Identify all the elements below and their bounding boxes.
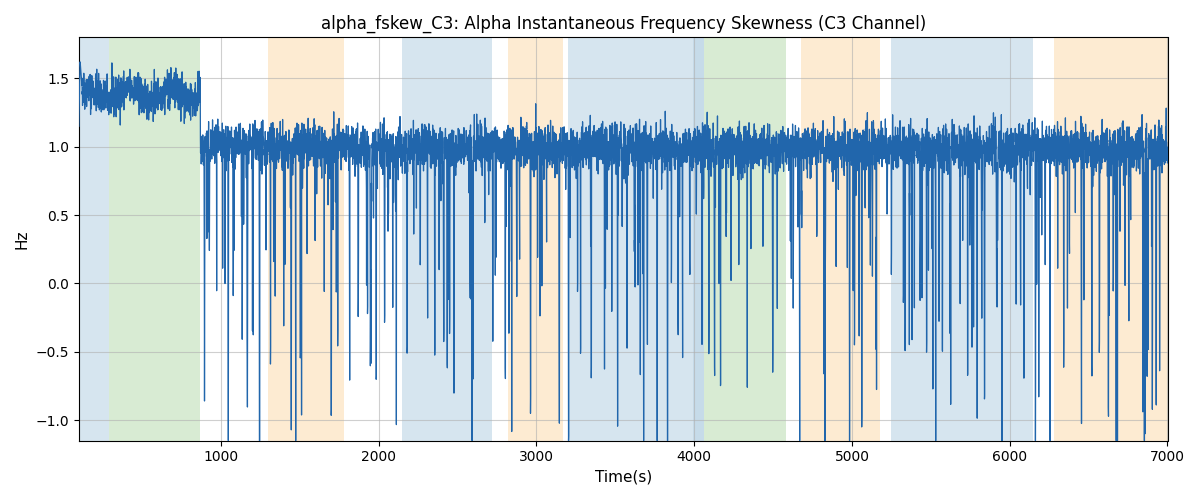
Bar <box>508 38 563 440</box>
Bar <box>692 38 703 440</box>
Bar <box>568 38 692 440</box>
Bar <box>892 38 1033 440</box>
Bar <box>79 38 109 440</box>
Bar <box>269 38 344 440</box>
Bar <box>802 38 881 440</box>
Bar <box>703 38 786 440</box>
X-axis label: Time(s): Time(s) <box>594 470 652 485</box>
Y-axis label: Hz: Hz <box>14 230 30 249</box>
Bar <box>109 38 200 440</box>
Bar <box>402 38 492 440</box>
Title: alpha_fskew_C3: Alpha Instantaneous Frequency Skewness (C3 Channel): alpha_fskew_C3: Alpha Instantaneous Freq… <box>320 15 926 34</box>
Bar <box>1054 38 1168 440</box>
